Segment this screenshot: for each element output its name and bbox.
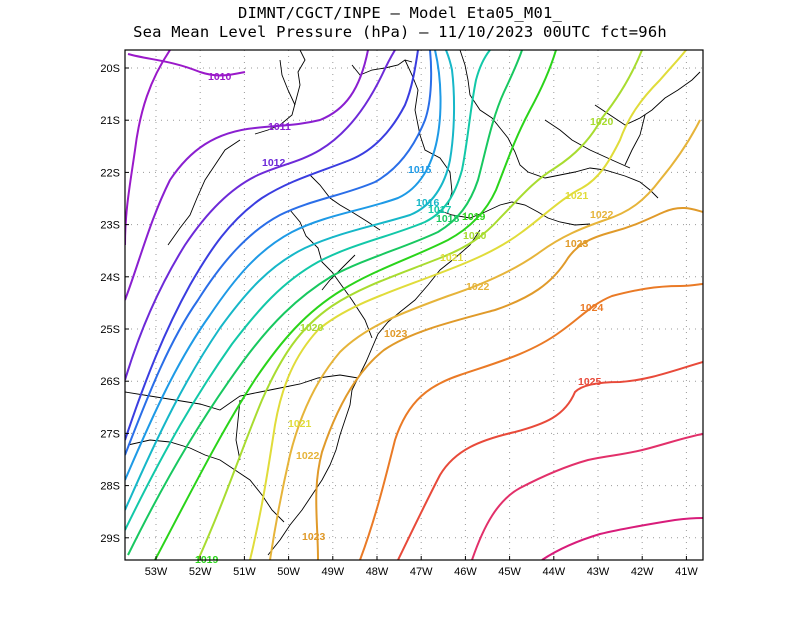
lon-label: 41W (675, 566, 698, 578)
isobar-1018 (127, 50, 523, 556)
lat-label: 22S (100, 167, 120, 179)
lon-label: 47W (410, 566, 433, 578)
lat-label: 23S (100, 220, 120, 232)
state-border (404, 59, 453, 206)
state-border (544, 119, 631, 169)
isobar-label: 1022 (296, 450, 320, 462)
lon-label: 53W (145, 566, 168, 578)
isobar-label: 1016 (416, 197, 440, 209)
lon-label: 51W (233, 566, 256, 578)
state-border (279, 59, 296, 106)
isobar-label: 1020 (590, 116, 614, 128)
coastline-borders (125, 50, 701, 556)
lon-label: 44W (542, 566, 565, 578)
isobar-1026 (471, 433, 703, 560)
lon-label: 45W (498, 566, 521, 578)
title-line-1: DIMNT/CGCT/INPE – Model Eta05_M01_ (237, 4, 563, 22)
coast (459, 50, 659, 199)
isobar-1020 (197, 50, 643, 560)
state-border (309, 174, 381, 231)
isobar-label: 1020 (463, 230, 487, 242)
isobar-label: 1015 (408, 164, 432, 176)
isobar-label: 1023 (565, 238, 589, 250)
isobar-label: 1021 (565, 190, 589, 202)
state-border (254, 50, 306, 135)
isobar-label: 1012 (262, 157, 286, 169)
title-line-2: Sea Mean Level Pressure (hPa) – 11/10/20… (133, 23, 667, 41)
isobar-1014 (125, 50, 433, 456)
isobar-1023 (315, 206, 703, 560)
state-border (127, 439, 285, 523)
isobar-1015 (125, 50, 442, 481)
state-border (289, 209, 373, 339)
state-border (125, 374, 359, 411)
lat-label: 29S (100, 533, 120, 545)
lon-label: 52W (189, 566, 212, 578)
isobar-label: 1010 (208, 71, 232, 83)
lat-label: 20S (100, 63, 120, 75)
isobar-1013 (125, 50, 419, 441)
isobar-label: 1019 (462, 211, 486, 223)
state-border (624, 114, 646, 166)
state-border (235, 399, 241, 461)
lat-label: 21S (100, 115, 120, 127)
isobar-label: 1022 (466, 281, 490, 293)
isobar-label: 1017 (428, 204, 452, 216)
isobar-label: 1023 (384, 328, 408, 340)
lat-label: 26S (100, 376, 120, 388)
lon-label: 43W (587, 566, 610, 578)
lon-label: 48W (366, 566, 389, 578)
lat-lon-grid (125, 50, 703, 560)
lat-label: 24S (100, 272, 120, 284)
isobar-1010b (127, 53, 246, 77)
isobar-label: 1021 (440, 252, 464, 264)
lon-label: 46W (454, 566, 477, 578)
isobars (125, 50, 703, 560)
isobar-1012 (125, 50, 396, 381)
isobar-label: 1023 (302, 531, 326, 543)
isobar-1027 (541, 517, 703, 560)
lat-label: 27S (100, 428, 120, 440)
isobar-label: 1021 (288, 418, 312, 430)
coast (267, 229, 481, 556)
isobar-1017 (125, 50, 491, 531)
isobar-1011 (125, 50, 369, 301)
lat-label: 28S (100, 481, 120, 493)
isobar-label: 1018 (436, 213, 460, 225)
state-border (594, 71, 701, 126)
isobar-label: 1011 (268, 121, 291, 133)
isobar-1024 (359, 283, 703, 560)
map-frame (124, 49, 704, 561)
lon-label: 49W (321, 566, 344, 578)
isobar-1021 (249, 50, 687, 560)
state-border (167, 139, 241, 246)
isobar-label: 1024 (580, 302, 604, 314)
lon-label: 50W (277, 566, 300, 578)
lon-label: 42W (631, 566, 654, 578)
lat-label: 25S (100, 324, 120, 336)
isobar-1019 (154, 50, 557, 560)
isobar-label: 1022 (590, 209, 614, 221)
isobar-1025 (397, 361, 703, 560)
coast (437, 201, 591, 226)
isobar-1022 (269, 119, 701, 560)
isobar-1010 (125, 50, 171, 246)
axis-ticks: 53W 52W 51W 50W 49W 48W 47W 46W 45W 44W 43W 42W 41W 2… (100, 63, 698, 578)
isobar-label: 1025 (578, 376, 602, 388)
isobar-1016 (125, 50, 456, 511)
isobar-label: 1020 (300, 322, 324, 334)
